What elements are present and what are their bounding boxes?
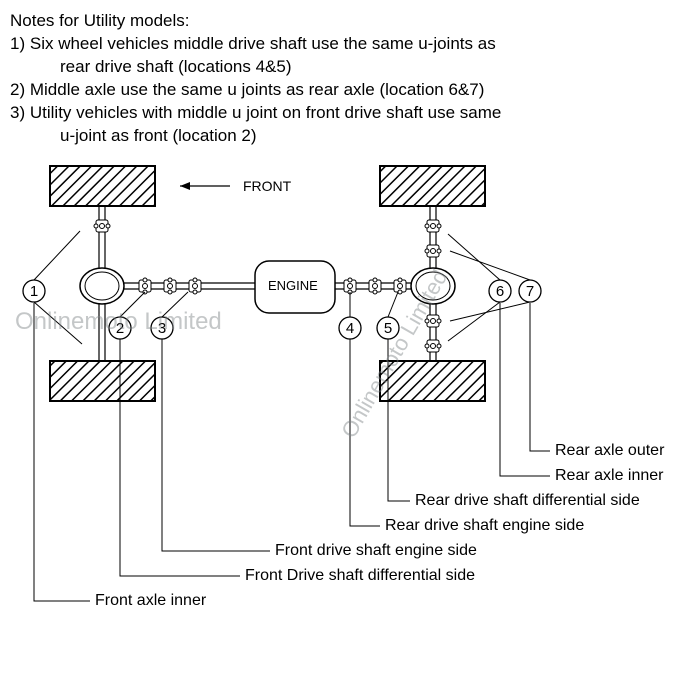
note-1-cont: rear drive shaft (locations 4&5) xyxy=(10,56,690,79)
callout-rear-axle-inner: Rear axle inner xyxy=(555,467,664,485)
callout-front-diff-side: Front Drive shaft differential side xyxy=(245,567,475,585)
engine-label: ENGINE xyxy=(268,278,318,293)
notes-title: Notes for Utility models: xyxy=(10,10,690,33)
callout-rear-axle-outer: Rear axle outer xyxy=(555,442,664,460)
front-label: FRONT xyxy=(243,178,291,194)
svg-text:7: 7 xyxy=(526,283,534,300)
svg-text:6: 6 xyxy=(496,283,504,300)
note-3-cont: u-joint as front (location 2) xyxy=(10,125,690,148)
svg-text:1: 1 xyxy=(30,283,38,300)
callout-front-axle-inner: Front axle inner xyxy=(95,592,206,610)
callout-rear-diff-side: Rear drive shaft differential side xyxy=(415,492,640,510)
svg-text:2: 2 xyxy=(116,320,124,337)
svg-text:4: 4 xyxy=(346,320,354,337)
svg-text:3: 3 xyxy=(158,320,166,337)
note-3: 3) Utility vehicles with middle u joint … xyxy=(10,102,690,125)
svg-text:5: 5 xyxy=(384,320,392,337)
callout-rear-engine-side: Rear drive shaft engine side xyxy=(385,517,584,535)
diagram: 1234567 Onlinemoto Limited Onlinemoto Li… xyxy=(10,156,690,696)
notes-block: Notes for Utility models: 1) Six wheel v… xyxy=(10,10,690,148)
note-2: 2) Middle axle use the same u joints as … xyxy=(10,79,690,102)
callout-front-engine-side: Front drive shaft engine side xyxy=(275,542,477,560)
note-1: 1) Six wheel vehicles middle drive shaft… xyxy=(10,33,690,56)
